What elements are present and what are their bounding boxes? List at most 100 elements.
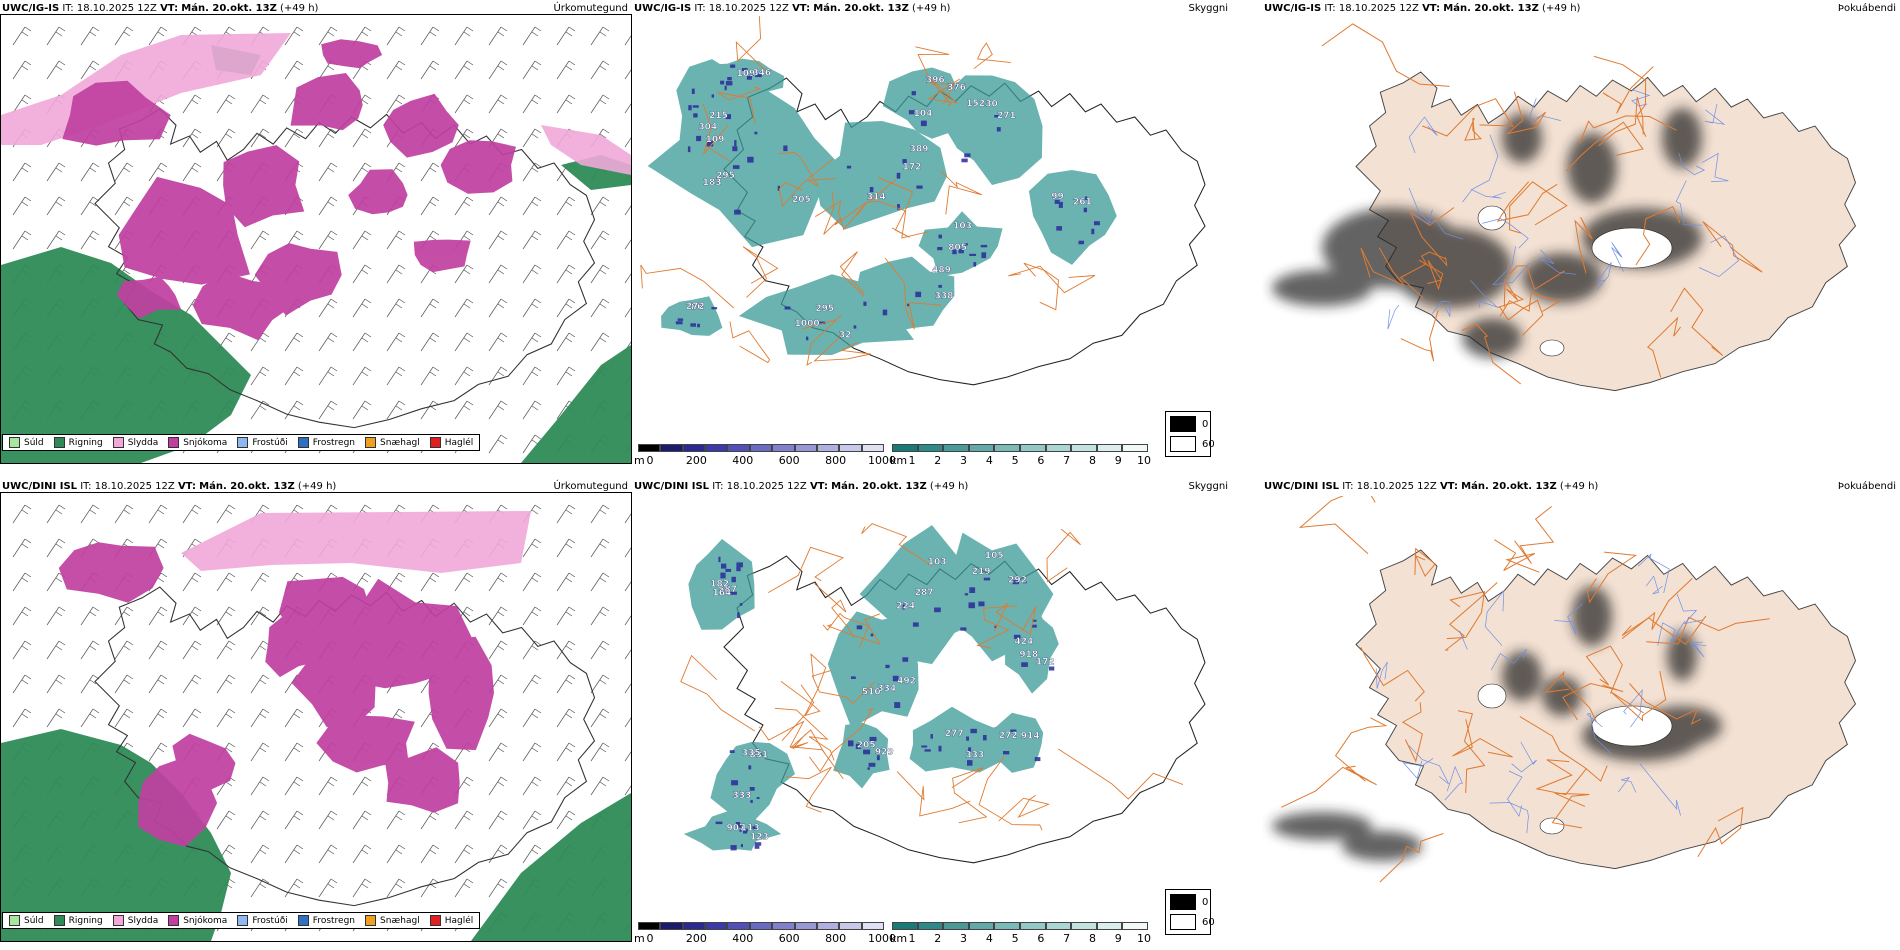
- legend-label: Snæhagl: [380, 437, 420, 448]
- ceiling-value-label: 346: [752, 68, 771, 78]
- road-network: [1321, 23, 1763, 385]
- colorbar-tick: 2: [934, 932, 942, 945]
- vt-label: VT:: [1439, 481, 1458, 492]
- colorbar-segment: [794, 922, 817, 930]
- run-info: UWC/DINI ISL IT: 18.10.2025 12Z VT: Mán.…: [2, 481, 336, 492]
- ceiling-value-label: 333: [965, 751, 984, 761]
- legend-swatch: [168, 437, 180, 448]
- visibility-map: 587 224 219 424 492 333 907 277 914 929 182 287 292 1…: [680, 523, 1206, 864]
- legend-swatch: [429, 437, 441, 448]
- legend-item: Snjókoma: [168, 915, 227, 926]
- ceiling-colorbar: m 0 200 400 600 800 1000: [634, 444, 896, 468]
- it-value: 18.10.2025 12Z: [726, 481, 807, 492]
- model-name: UWC/IG-IS: [634, 3, 692, 14]
- run-info: UWC/DINI ISL IT: 18.10.2025 12Z VT: Mán.…: [1264, 481, 1598, 492]
- colorbar-tick: 6: [1037, 932, 1045, 945]
- vt-value: Mán. 20.okt. 13Z: [1461, 481, 1557, 492]
- colorbar-segment: [943, 922, 969, 930]
- panel-title: Skyggni: [1188, 3, 1228, 14]
- colorbar-tick: 5: [1011, 454, 1019, 467]
- legend-item: Súld: [9, 915, 44, 926]
- fog-legend-row: 0: [1170, 894, 1208, 910]
- run-info: UWC/IG-IS IT: 18.10.2025 12Z VT: Mán. 20…: [1264, 3, 1580, 14]
- ceiling-value-label: 30: [985, 100, 998, 110]
- legend-item: Snæhagl: [365, 437, 420, 448]
- low-visibility-area: [683, 525, 1059, 851]
- colorbar-tick: 4: [985, 454, 993, 467]
- river-network: [1387, 89, 1739, 330]
- ceiling-value-label: 492: [897, 676, 916, 686]
- legend-label: Súld: [24, 437, 44, 448]
- ceiling-value-label: 272: [999, 731, 1018, 741]
- ceiling-value-label: 929: [875, 748, 894, 758]
- it-label: IT:: [62, 3, 74, 14]
- it-label: IT:: [1342, 481, 1354, 492]
- colorbar-segment: [705, 444, 728, 452]
- legend-swatch: [53, 437, 65, 448]
- legend-swatch: [297, 437, 309, 448]
- ceiling-value-label: 334: [877, 684, 896, 694]
- sleet-area: [181, 511, 531, 573]
- colorbar-unit: km: [890, 454, 908, 467]
- legend-item: Súld: [9, 437, 44, 448]
- ceiling-value-label: 489: [932, 266, 951, 276]
- fog-index-panel: UWC/DINI ISL IT: 18.10.2025 12Z VT: Mán.…: [1262, 478, 1900, 948]
- colorbar-tick: 8: [1088, 932, 1096, 945]
- low-visibility-area: [647, 58, 1117, 355]
- run-info: UWC/IG-IS IT: 18.10.2025 12Z VT: Mán. 20…: [634, 3, 950, 14]
- legend-item: Haglél: [429, 437, 473, 448]
- panel-title: Þokuábendi: [1837, 481, 1896, 492]
- model-name: UWC/IG-IS: [1264, 3, 1322, 14]
- panel-header: UWC/DINI ISL IT: 18.10.2025 12Z VT: Mán.…: [0, 478, 632, 498]
- legend-label: Frostúði: [252, 437, 288, 448]
- colorbar-tick: 600: [778, 932, 800, 945]
- coastline: [94, 108, 596, 429]
- colorbar-tick: 400: [732, 454, 754, 467]
- ceiling-value-label: 335: [742, 749, 761, 759]
- panel-title: Þokuábendi: [1837, 3, 1896, 14]
- snow-area: [58, 542, 494, 847]
- glacier-area: [1477, 205, 1673, 357]
- legend-label: Haglél: [444, 915, 474, 926]
- colorbar-segment: [772, 444, 795, 452]
- ceiling-value-label: 104: [914, 109, 933, 119]
- legend-swatch: [237, 437, 249, 448]
- colorbar-segment: [943, 444, 969, 452]
- ceiling-value-label: 271: [997, 111, 1016, 121]
- precip-legend: Súld Rigning Slydda Snjókoma Frostúði Frostre…: [2, 434, 481, 451]
- ceiling-value-label: 152: [966, 99, 985, 109]
- fog-map: [1272, 23, 1857, 392]
- ceiling-value-label: 219: [972, 567, 991, 577]
- ceiling-value-label: 113: [741, 824, 760, 834]
- colorbar-segment: [1045, 922, 1072, 930]
- colorbar-segment: [1020, 444, 1046, 452]
- ceiling-value-label: 314: [867, 193, 886, 203]
- ceiling-value-label: 109: [737, 69, 756, 79]
- it-label: IT:: [712, 481, 724, 492]
- legend-swatch: [9, 437, 20, 448]
- colorbar-segment: [1096, 444, 1123, 452]
- colorbar-tick: 1: [908, 454, 916, 467]
- ceiling-value-label: 287: [915, 588, 934, 598]
- colorbar-tick: 800: [825, 932, 847, 945]
- legend-label: Snæhagl: [380, 915, 420, 926]
- ceiling-value-label: 215: [709, 111, 728, 121]
- vt-value: Mán. 20.okt. 13Z: [199, 481, 295, 492]
- panel-header: UWC/DINI ISL IT: 18.10.2025 12Z VT: Mán.…: [632, 478, 1232, 498]
- ceiling-value-label: 183: [703, 178, 722, 188]
- legend-label: Rigning: [68, 437, 103, 448]
- colorbar-segment: [994, 444, 1020, 452]
- fog-legend-row: 60: [1170, 914, 1215, 930]
- ceiling-value-label: 805: [948, 243, 967, 253]
- ceiling-value-label: 272: [686, 302, 705, 312]
- fog-legend-row: 0: [1170, 416, 1208, 432]
- legend-item: Snæhagl: [365, 915, 420, 926]
- fog-legend-row: 60: [1170, 436, 1215, 452]
- colorbar-tick: 200: [685, 454, 707, 467]
- colorbar-tick: 3: [960, 932, 968, 945]
- fog-legend-swatch: [1170, 894, 1196, 910]
- colorbar-segment: [861, 444, 884, 452]
- colorbar-tick: 3: [960, 454, 968, 467]
- precip-map: [0, 14, 632, 464]
- panel-header: UWC/IG-IS IT: 18.10.2025 12Z VT: Mán. 20…: [1262, 0, 1900, 20]
